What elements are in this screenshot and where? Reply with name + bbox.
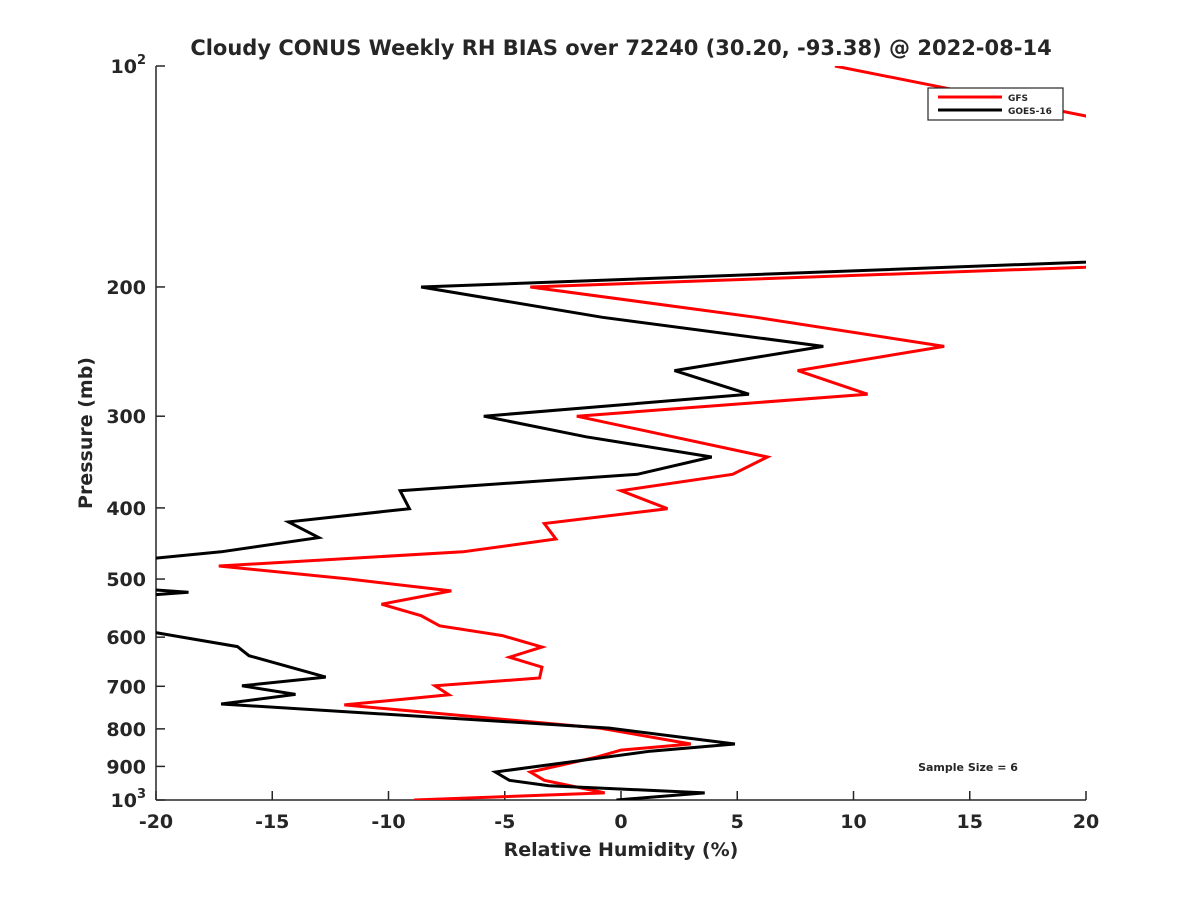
y-tick-label: 800 [106, 719, 146, 741]
x-tick-label: -10 [371, 811, 405, 833]
y-tick-label: 900 [106, 756, 146, 778]
series-line-goes-16 [156, 260, 1086, 800]
x-tick-label: -20 [139, 811, 173, 833]
y-tick-label: 300 [106, 406, 146, 428]
legend: GFS GOES-16 [927, 87, 1064, 121]
y-tick-label: 500 [106, 569, 146, 591]
y-tick-label: 103 [111, 787, 147, 812]
y-tick-label: 700 [106, 676, 146, 698]
y-tick-label: 102 [111, 53, 147, 78]
series-line-gfs [218, 66, 1086, 800]
x-axis-label: Relative Humidity (%) [504, 839, 739, 861]
x-tick-label: -15 [255, 811, 289, 833]
y-tick-label: 200 [106, 277, 146, 299]
legend-label-gfs: GFS [1008, 94, 1028, 104]
x-tick-label: 5 [731, 811, 744, 833]
x-tick-label: 0 [614, 811, 627, 833]
legend-box [927, 87, 1064, 121]
x-tick-label: 15 [957, 811, 983, 833]
sample-size-annotation: Sample Size = 6 [918, 761, 1018, 774]
y-tick-label: 600 [106, 627, 146, 649]
x-tick-label: 20 [1073, 811, 1099, 833]
y-tick-label: 400 [106, 498, 146, 520]
series-lines [156, 66, 1086, 800]
x-tick-label: -5 [494, 811, 515, 833]
legend-label-goes16: GOES-16 [1008, 107, 1052, 117]
y-axis-label: Pressure (mb) [75, 357, 97, 509]
chart-title: Cloudy CONUS Weekly RH BIAS over 72240 (… [190, 36, 1051, 60]
x-tick-label: 10 [840, 811, 866, 833]
axes: -20 -15 -10 -5 0 5 10 15 20 102 200 300 400 500 600 700… [106, 53, 1099, 833]
